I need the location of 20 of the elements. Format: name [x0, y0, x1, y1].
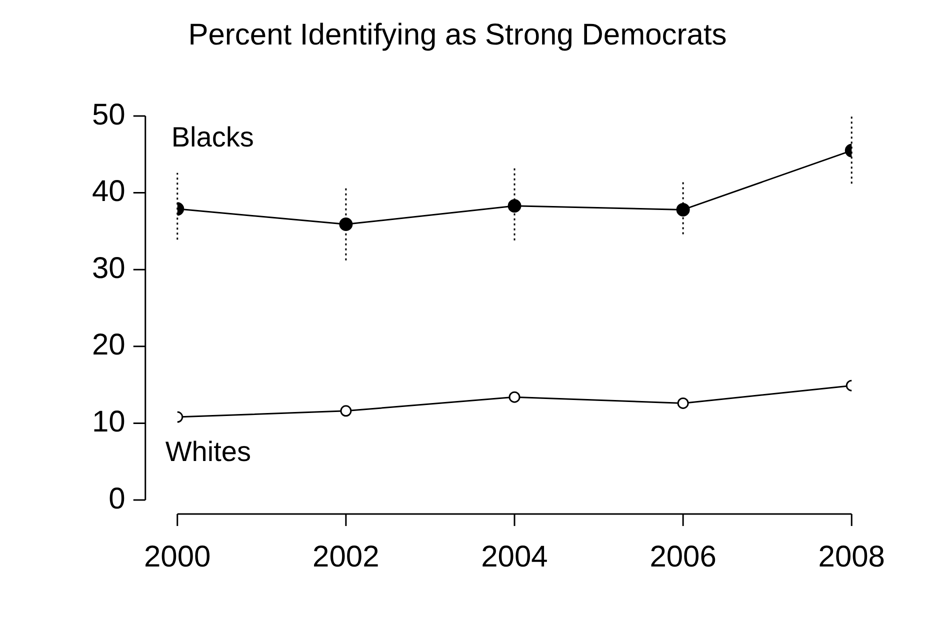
x-tick-label: 2006	[650, 540, 716, 574]
series-label: Whites	[165, 436, 251, 467]
series-label: Blacks	[171, 122, 254, 153]
y-tick-label: 10	[92, 405, 126, 438]
point	[508, 199, 522, 213]
point	[339, 218, 353, 232]
x-tick-label: 2002	[312, 540, 380, 574]
y-tick-label: 40	[92, 175, 126, 208]
chart-title: Percent Identifying as Strong Democrats	[188, 18, 727, 52]
x-tick-label: 2008	[818, 540, 886, 574]
x-tick-label: 2000	[144, 540, 211, 574]
point	[508, 391, 520, 403]
point	[677, 397, 689, 409]
y-tick-label: 0	[108, 482, 126, 516]
point	[340, 405, 352, 417]
x-tick-label: 2004	[481, 540, 548, 574]
y-tick-label: 50	[92, 98, 126, 132]
y-tick-label: 30	[92, 252, 126, 285]
y-tick-label: 20	[92, 328, 126, 362]
point	[676, 202, 690, 216]
